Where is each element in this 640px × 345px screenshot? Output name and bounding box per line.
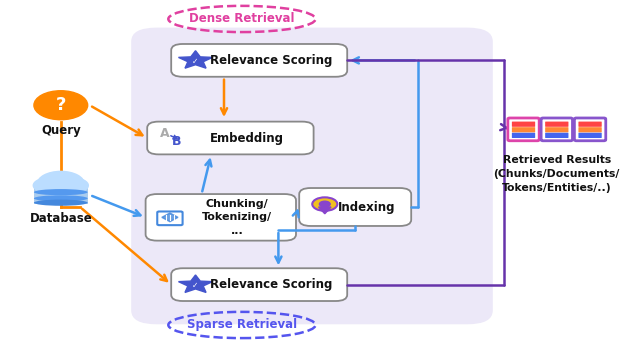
- Polygon shape: [162, 213, 178, 222]
- Text: ?: ?: [56, 96, 66, 114]
- Text: B: B: [172, 135, 181, 148]
- FancyBboxPatch shape: [147, 122, 314, 155]
- Text: Relevance Scoring: Relevance Scoring: [209, 54, 332, 67]
- Circle shape: [34, 91, 88, 120]
- Polygon shape: [319, 207, 331, 214]
- Circle shape: [33, 177, 62, 194]
- FancyBboxPatch shape: [512, 127, 535, 132]
- FancyBboxPatch shape: [579, 121, 602, 127]
- Ellipse shape: [34, 195, 88, 201]
- Text: Embedding: Embedding: [209, 131, 284, 145]
- FancyBboxPatch shape: [172, 268, 347, 301]
- Text: A: A: [160, 127, 170, 140]
- Text: Chunking/
Tokenizing/
...: Chunking/ Tokenizing/ ...: [202, 199, 272, 236]
- FancyBboxPatch shape: [172, 44, 347, 77]
- Text: ✓: ✓: [193, 57, 198, 66]
- FancyBboxPatch shape: [579, 127, 602, 132]
- Text: Database: Database: [29, 212, 92, 225]
- FancyBboxPatch shape: [300, 188, 412, 226]
- FancyBboxPatch shape: [575, 118, 606, 141]
- FancyBboxPatch shape: [508, 118, 540, 141]
- Text: Retrieved Results
(Chunks/Documents/
Tokens/Entities/..): Retrieved Results (Chunks/Documents/ Tok…: [493, 155, 620, 193]
- Text: Dense Retrieval: Dense Retrieval: [189, 12, 294, 26]
- FancyBboxPatch shape: [579, 133, 602, 138]
- FancyBboxPatch shape: [541, 118, 573, 141]
- Circle shape: [312, 197, 337, 211]
- FancyBboxPatch shape: [34, 186, 88, 204]
- Polygon shape: [179, 275, 212, 293]
- Text: Sparse Retrieval: Sparse Retrieval: [187, 318, 297, 332]
- FancyBboxPatch shape: [131, 28, 493, 324]
- Polygon shape: [179, 51, 212, 68]
- FancyBboxPatch shape: [512, 133, 535, 138]
- Text: Relevance Scoring: Relevance Scoring: [209, 278, 332, 291]
- Ellipse shape: [34, 189, 88, 195]
- Ellipse shape: [34, 200, 88, 206]
- Text: ✓: ✓: [193, 281, 198, 290]
- FancyBboxPatch shape: [512, 121, 535, 127]
- FancyBboxPatch shape: [545, 121, 568, 127]
- FancyBboxPatch shape: [157, 211, 182, 225]
- Circle shape: [319, 201, 330, 207]
- Circle shape: [36, 171, 85, 197]
- Text: Indexing: Indexing: [338, 200, 396, 214]
- FancyBboxPatch shape: [545, 127, 568, 132]
- Polygon shape: [49, 110, 72, 119]
- Circle shape: [60, 177, 89, 194]
- FancyBboxPatch shape: [146, 194, 296, 241]
- Text: Query: Query: [41, 124, 81, 137]
- FancyBboxPatch shape: [545, 133, 568, 138]
